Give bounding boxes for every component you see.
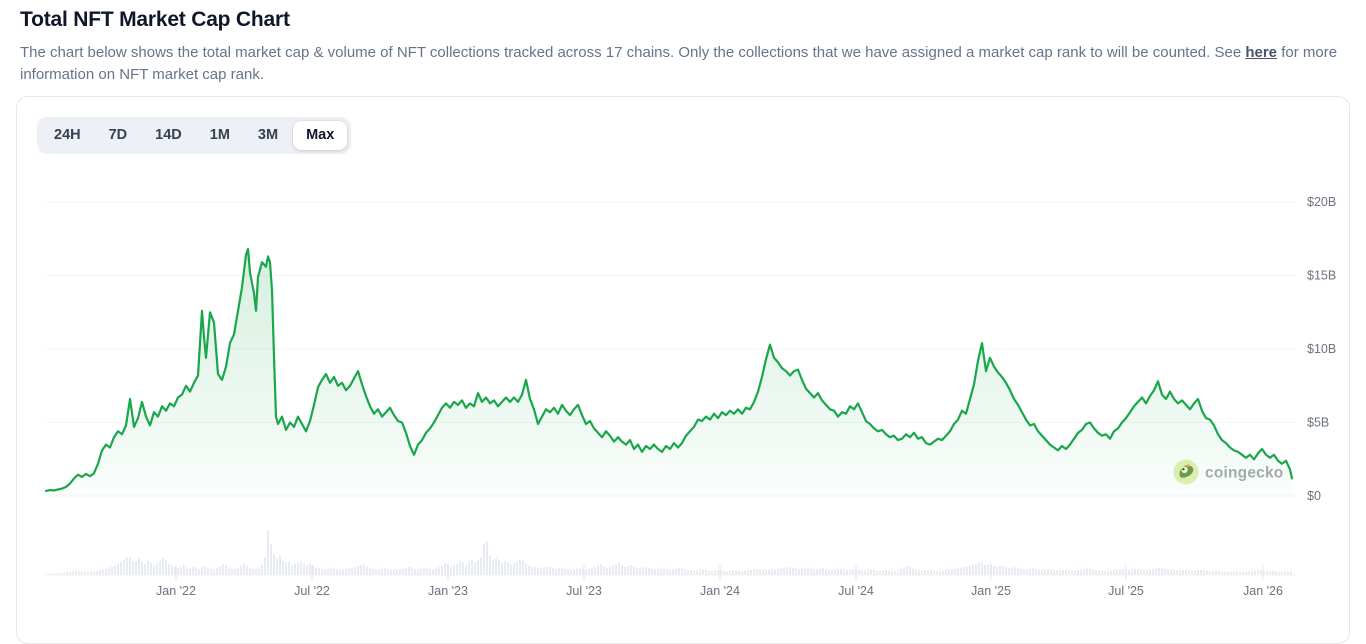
- time-range-3m-button[interactable]: 3M: [245, 121, 291, 150]
- coingecko-watermark: coingecko: [1173, 459, 1283, 485]
- market-cap-area: [46, 249, 1292, 496]
- description-text-after: for more information on NFT market cap r…: [20, 44, 1338, 83]
- time-range-selector: 24H 7D 14D 1M 3M Max: [37, 117, 352, 154]
- page-description: The chart below shows the total market c…: [20, 42, 1346, 85]
- x-axis-label: Jan '23: [428, 584, 468, 598]
- volume-bars: [45, 530, 1292, 575]
- time-range-7d-button[interactable]: 7D: [96, 121, 141, 150]
- x-axis-label: Jul '25: [1108, 584, 1144, 598]
- coingecko-watermark-text: coingecko: [1205, 465, 1283, 482]
- x-axis-label: Jan '22: [156, 584, 196, 598]
- x-axis-label: Jan '26: [1243, 584, 1283, 598]
- y-axis-label-$10B: $10B: [1307, 342, 1336, 356]
- time-range-1m-button[interactable]: 1M: [197, 121, 243, 150]
- page-title: Total NFT Market Cap Chart: [20, 8, 290, 31]
- x-axis-label: Jul '23: [566, 584, 602, 598]
- x-axis-label: Jan '24: [700, 584, 740, 598]
- here-link[interactable]: here: [1245, 44, 1278, 61]
- nft-market-cap-chart[interactable]: $0 $5B $10B $15B $20B coingecko Jan '22 Jul '22…: [17, 97, 1349, 643]
- description-text: The chart below shows the total market c…: [20, 44, 1246, 61]
- time-range-14d-button[interactable]: 14D: [142, 121, 195, 150]
- chart-card: $0 $5B $10B $15B $20B coingecko Jan '22 Jul '22…: [16, 96, 1350, 644]
- x-axis-label: Jul '22: [294, 584, 330, 598]
- x-axis-label: Jan '25: [971, 584, 1011, 598]
- x-axis-label: Jul '24: [838, 584, 874, 598]
- y-axis-label-$5B: $5B: [1307, 416, 1329, 430]
- y-axis-label-$15B: $15B: [1307, 269, 1336, 283]
- y-axis-label-$0: $0: [1307, 489, 1321, 503]
- y-axis-label-$20B: $20B: [1307, 195, 1336, 209]
- time-range-24h-button[interactable]: 24H: [41, 121, 94, 150]
- page-header: Total NFT Market Cap Chart The chart bel…: [0, 0, 1366, 85]
- time-range-max-button[interactable]: Max: [293, 121, 348, 150]
- market-cap-line: [44, 247, 1294, 492]
